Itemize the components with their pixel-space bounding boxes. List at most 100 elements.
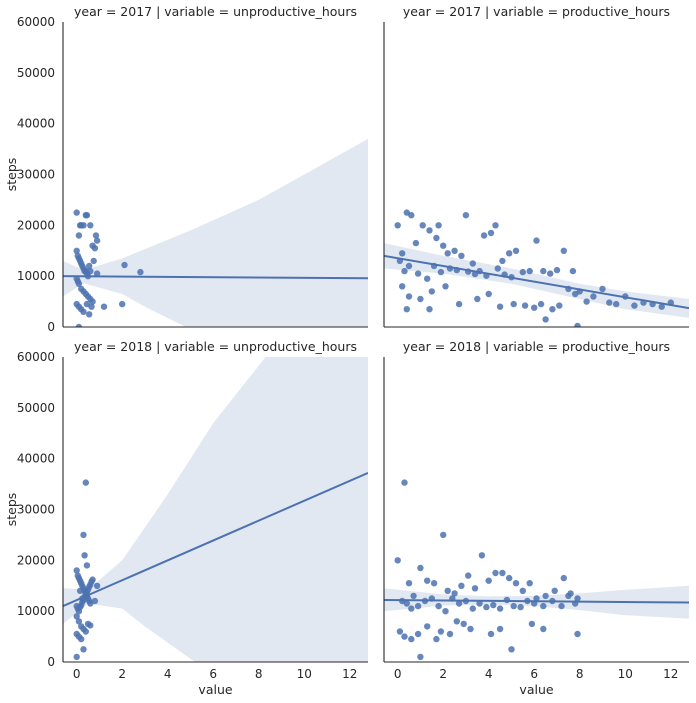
data-point: [492, 222, 499, 229]
data-point: [560, 247, 567, 254]
data-point: [460, 620, 467, 628]
data-point: [474, 295, 481, 303]
data-point: [465, 572, 472, 579]
data-point: [417, 564, 424, 572]
data-point: [417, 653, 424, 661]
x-tick-label: 8: [576, 667, 584, 681]
facet-title: year = 2017 | variable = productive_hour…: [403, 4, 670, 19]
data-point: [510, 300, 517, 308]
y-axis-label: steps: [4, 158, 19, 192]
x-tick-label: 8: [255, 667, 263, 681]
data-point: [73, 247, 80, 254]
data-point: [75, 232, 83, 239]
data-point: [414, 630, 422, 638]
data-point: [631, 302, 638, 309]
data-point: [87, 622, 94, 629]
data-point: [89, 298, 96, 305]
data-point: [424, 623, 431, 630]
data-point: [478, 552, 486, 559]
data-point: [506, 250, 513, 257]
data-point: [526, 267, 533, 275]
data-point: [442, 608, 449, 615]
y-tick-label: 10000: [17, 604, 55, 618]
data-point: [403, 306, 410, 313]
data-point: [440, 531, 447, 539]
data-point: [476, 600, 483, 607]
data-point: [401, 479, 408, 486]
data-point: [405, 580, 413, 587]
data-point: [78, 635, 85, 643]
x-tick-label: 10: [297, 667, 312, 681]
regression-line: [384, 598, 689, 604]
data-point: [540, 267, 547, 275]
data-point: [81, 552, 88, 559]
data-point: [444, 587, 451, 594]
data-point: [487, 229, 495, 237]
data-point: [92, 232, 100, 239]
regression-line: [63, 471, 368, 607]
data-point: [528, 620, 536, 628]
data-point: [121, 261, 128, 269]
data-point: [399, 283, 406, 290]
facet-title: year = 2018 | variable = unproductive_ho…: [74, 339, 357, 354]
data-point: [496, 625, 504, 633]
y-tick-label: 40000: [17, 117, 55, 131]
y-tick-label: 20000: [17, 218, 55, 232]
data-point: [394, 557, 401, 564]
data-point: [433, 635, 440, 643]
data-point: [426, 227, 433, 234]
data-point: [480, 232, 488, 239]
data-point: [100, 303, 108, 310]
data-point: [496, 303, 504, 310]
y-tick-label: 50000: [17, 66, 55, 80]
data-point: [599, 285, 606, 293]
y-tick-label: 60000: [17, 15, 55, 29]
data-point: [394, 222, 401, 229]
data-point: [405, 262, 413, 270]
data-point: [583, 298, 590, 305]
y-tick-label: 20000: [17, 553, 55, 567]
x-axis-label: value: [519, 682, 553, 697]
data-point: [492, 569, 499, 577]
data-point: [424, 577, 431, 584]
data-point: [590, 293, 597, 300]
regression-line: [384, 254, 689, 310]
data-point: [430, 580, 438, 587]
x-tick-label: 6: [209, 667, 217, 681]
data-point: [462, 212, 470, 219]
x-tick-label: 0: [394, 667, 402, 681]
y-tick-label: 40000: [17, 452, 55, 466]
data-point: [469, 260, 476, 267]
data-point: [417, 295, 424, 303]
data-point: [396, 628, 404, 635]
data-point: [451, 247, 458, 254]
data-point: [83, 562, 91, 569]
data-point: [82, 479, 90, 486]
confidence-band: [63, 357, 368, 662]
x-tick-label: 4: [164, 667, 172, 681]
y-tick-label: 10000: [17, 269, 55, 283]
data-point: [435, 602, 442, 610]
data-point: [86, 262, 93, 270]
data-point: [558, 602, 565, 610]
data-point: [512, 247, 520, 254]
data-point: [560, 574, 567, 582]
data-point: [458, 582, 465, 589]
data-point: [444, 250, 451, 257]
data-point: [574, 630, 581, 638]
data-point: [93, 237, 101, 244]
data-point: [440, 242, 447, 249]
data-point: [533, 237, 540, 244]
data-point: [490, 601, 497, 609]
data-point: [73, 209, 80, 216]
data-point: [483, 603, 490, 611]
data-point: [75, 618, 83, 625]
data-point: [428, 288, 435, 295]
data-point: [80, 308, 87, 315]
data-point: [401, 267, 408, 275]
data-point: [455, 300, 463, 308]
data-point: [526, 580, 533, 587]
data-point: [75, 323, 83, 327]
data-point: [453, 618, 460, 625]
